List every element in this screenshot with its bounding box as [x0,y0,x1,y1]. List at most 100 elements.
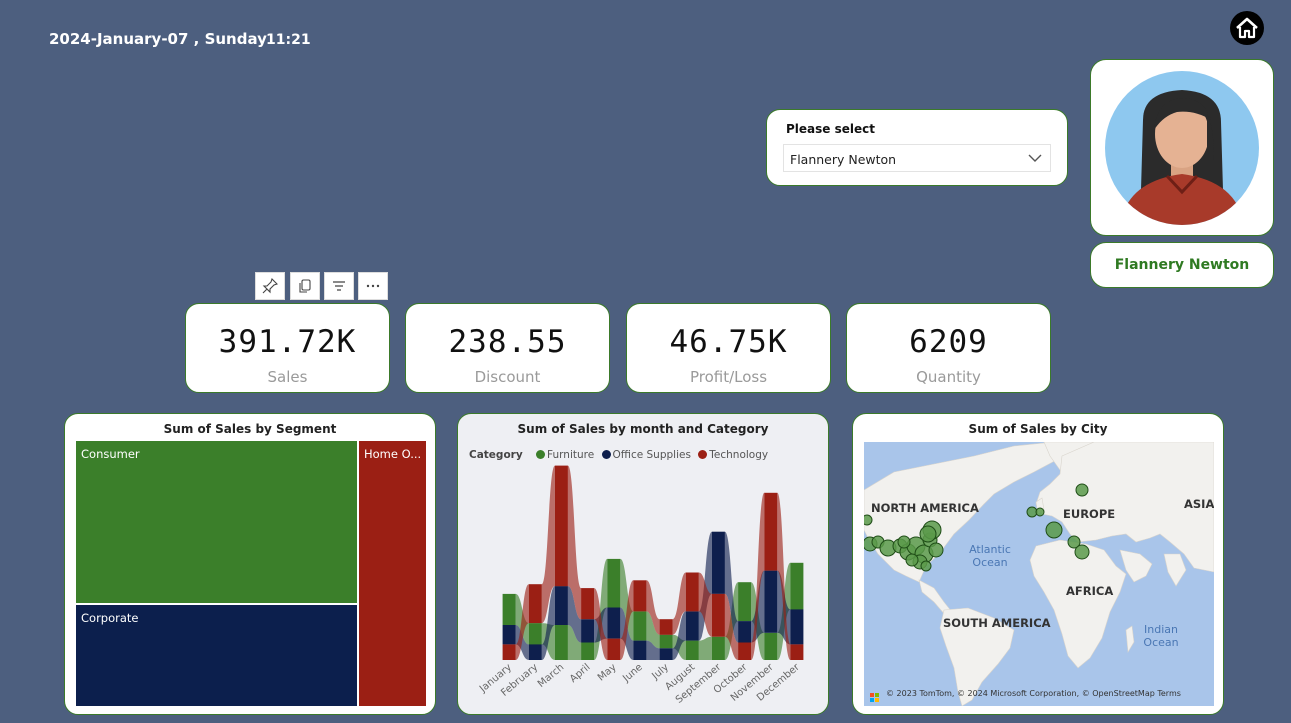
ribbon-band-technology[interactable] [646,580,660,635]
kpi-quantity-card: 6209 Quantity [846,303,1051,393]
kpi-label: Quantity [916,368,981,386]
ribbon-bar-march-office-supplies[interactable] [554,586,568,625]
ribbon-band-technology[interactable] [567,465,582,620]
sales-map[interactable]: NORTH AMERICA EUROPE ASIA AFRICA SOUTH A… [864,442,1214,706]
ribbon-bar-may-furniture[interactable] [607,558,621,608]
legend-dot-technology [698,450,708,459]
ribbon-bar-september-furniture[interactable] [711,636,725,660]
ribbon-band-office-supplies[interactable] [646,640,660,660]
ribbon-band-office-supplies[interactable] [567,586,582,643]
ribbon-bar-november-office-supplies[interactable] [764,570,778,633]
world-map-graphic [864,442,1214,706]
legend-title: Category [469,449,523,461]
ribbon-band-technology[interactable] [751,492,765,660]
legend-item[interactable]: Office Supplies [612,449,691,461]
legend-dot-furniture [536,450,546,459]
ribbon-bar-february-office-supplies[interactable] [528,644,542,660]
kpi-value: 6209 [909,324,988,360]
city-map-panel[interactable]: Sum of Sales by City [852,413,1224,715]
segment-treemap-panel[interactable]: Sum of Sales by Segment Consumer Corpora… [64,413,436,715]
ribbon-band-technology[interactable] [594,588,608,660]
ribbon-bar-july-office-supplies[interactable] [659,648,673,660]
legend-item[interactable]: Technology [709,449,769,461]
ribbon-bar-july-technology[interactable] [659,619,673,635]
ribbon-band-technology[interactable] [515,584,529,660]
ribbon-bar-december-technology[interactable] [790,644,804,660]
ribbon-chart-panel[interactable]: Sum of Sales by month and Category Categ… [457,413,829,715]
ribbon-bar-june-technology[interactable] [633,580,647,612]
x-tick-label: June [620,662,645,685]
treemap-tile-home-office[interactable]: Home O... [359,441,426,706]
pin-icon[interactable] [255,272,285,300]
copy-icon[interactable] [290,272,320,300]
ribbon-bar-january-technology[interactable] [502,644,516,660]
ribbon-bar-october-technology[interactable] [738,642,752,661]
ribbon-band-office-supplies[interactable] [541,586,555,660]
avatar-card [1090,59,1274,236]
map-label-north-america: NORTH AMERICA [871,501,979,515]
selector-label: Please select [786,122,875,136]
ribbon-bar-march-technology[interactable] [554,465,568,587]
ribbon-band-furniture[interactable] [567,625,582,660]
ribbon-bar-may-technology[interactable] [607,638,621,660]
more-icon[interactable] [358,272,388,300]
kpi-value: 46.75K [669,324,788,360]
chevron-down-icon [1028,154,1042,162]
ribbon-band-office-supplies[interactable] [672,611,686,660]
ribbon-band-furniture[interactable] [698,636,712,660]
ribbon-band-furniture[interactable] [646,611,660,649]
ribbon-band-technology[interactable] [672,572,686,635]
ribbon-bar-february-technology[interactable] [528,584,542,624]
ribbon-bar-may-office-supplies[interactable] [607,607,621,639]
ribbon-bar-june-furniture[interactable] [633,611,647,641]
map-label-south-america: SOUTH AMERICA [943,616,1051,630]
map-attribution[interactable]: © 2023 TomTom, © 2024 Microsoft Corporat… [886,689,1181,698]
kpi-sales-card: 391.72K Sales [185,303,390,393]
ribbon-bar-march-furniture[interactable] [554,625,568,660]
ribbon-bar-february-furniture[interactable] [528,623,542,645]
ribbon-band-technology[interactable] [724,593,739,660]
x-tick-label: May [596,662,619,684]
map-label-africa: AFRICA [1066,584,1114,598]
ribbon-bar-november-furniture[interactable] [764,632,778,660]
profile-name: Flannery Newton [1090,242,1274,288]
ribbon-band-technology[interactable] [777,492,791,660]
treemap-tile-corporate[interactable]: Corporate [76,605,359,706]
ribbon-band-furniture[interactable] [620,558,634,641]
home-icon[interactable] [1229,10,1265,46]
ribbon-bar-august-furniture[interactable] [685,640,699,660]
treemap-label: Consumer [81,447,140,461]
ribbon-bar-january-furniture[interactable] [502,593,516,625]
ribbon-bar-august-office-supplies[interactable] [685,611,699,641]
ribbon-bar-december-office-supplies[interactable] [790,609,804,645]
ribbon-bar-january-office-supplies[interactable] [502,625,516,645]
ribbon-bar-july-furniture[interactable] [659,634,673,649]
avatar [1105,71,1259,225]
legend-item[interactable]: Furniture [547,449,595,461]
ribbon-bar-november-technology[interactable] [764,492,778,571]
ribbon-bar-september-technology[interactable] [711,593,725,637]
ribbon-band-technology[interactable] [620,580,634,660]
ribbon-bar-october-office-supplies[interactable] [738,621,752,643]
ribbon-bar-april-technology[interactable] [581,588,595,620]
map-label-asia: ASIA [1184,497,1214,511]
filter-icon[interactable] [324,272,354,300]
ribbon-bar-june-office-supplies[interactable] [633,640,647,660]
ribbon-bar-october-furniture[interactable] [738,582,752,622]
chart-title: Sum of Sales by City [968,422,1108,436]
kpi-label: Profit/Loss [689,368,768,386]
ribbon-bar-september-office-supplies[interactable] [711,531,725,594]
ribbon-band-office-supplies[interactable] [724,531,739,643]
treemap-tile-consumer[interactable]: Consumer [76,441,359,605]
ribbon-band-technology[interactable] [541,465,555,624]
ribbon-bar-april-furniture[interactable] [581,642,595,661]
ribbon-bar-august-technology[interactable] [685,572,699,612]
ribbon-band-office-supplies[interactable] [515,625,529,660]
kpi-value: 238.55 [448,324,567,360]
person-dropdown[interactable]: Flannery Newton [783,144,1051,172]
ribbon-bar-april-office-supplies[interactable] [581,619,595,643]
ribbon-bar-december-furniture[interactable] [790,562,804,610]
current-time: 11:21 [266,32,311,48]
ribbon-band-technology[interactable] [698,572,712,637]
